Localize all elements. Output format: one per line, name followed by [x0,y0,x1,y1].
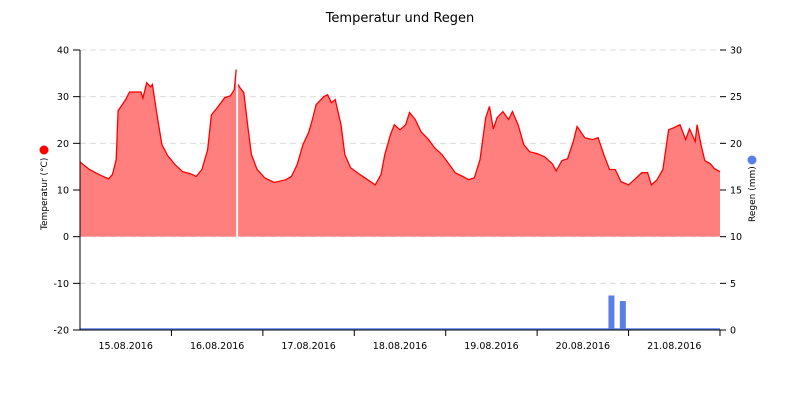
right-axis-tick-label: 0 [730,326,736,337]
left-axis-tick-label: 30 [57,92,69,103]
x-axis-tick-label: 16.08.2016 [190,341,244,352]
left-axis-tick-label: 10 [57,186,69,197]
rain-series [80,295,720,330]
x-axis-tick-label: 15.08.2016 [99,341,153,352]
x-axis-tick-label: 17.08.2016 [281,341,335,352]
x-axis-tick-label: 21.08.2016 [647,341,701,352]
x-axis-tick-label: 19.08.2016 [464,341,518,352]
temperature-area [80,69,237,237]
rain-legend-marker-icon[interactable] [747,155,757,165]
x-axis-tick-label: 20.08.2016 [556,341,610,352]
axes: 40 30 20 10 0 -10 -20 30 25 20 15 10 5 0 15.08.2016 16.… [53,46,742,353]
right-axis-tick-label: 5 [730,279,736,290]
temperature-line [237,84,721,187]
left-axis-tick-label: 40 [57,46,69,57]
temperature-series [79,69,721,237]
right-axis-tick-label: 20 [730,139,742,150]
left-axis-tick-label: 0 [63,232,69,243]
right-axis-tick-label: 30 [730,46,742,57]
temperature-legend-marker-icon[interactable] [39,145,49,155]
temperature-line [79,69,237,180]
left-axis-tick-label: -20 [53,326,69,337]
right-axis-tick-label: 15 [730,186,742,197]
rain-bar [619,301,626,330]
left-axis-tick-label: 20 [57,139,69,150]
temperature-area [238,84,720,237]
right-axis-tick-label: 25 [730,92,742,103]
rain-bar [608,295,615,330]
right-axis-label: Regen (mm) [748,166,758,222]
right-axis-tick-label: 10 [730,232,742,243]
left-axis-tick-label: -10 [53,279,69,290]
x-axis-tick-label: 18.08.2016 [373,341,427,352]
left-axis-label: Temperatur (°C) [40,158,50,231]
chart-title: Temperatur und Regen [325,11,475,26]
